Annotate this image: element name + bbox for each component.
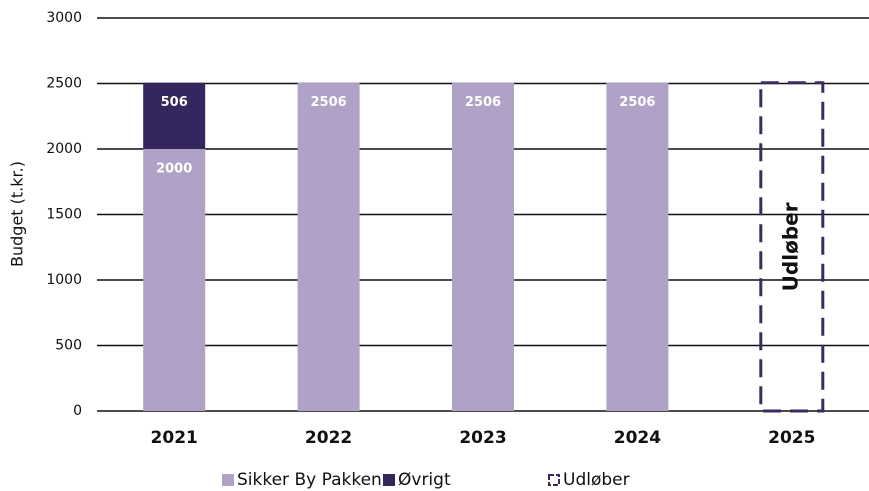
y-tick-label: 2000	[46, 141, 82, 157]
y-tick-label: 1500	[46, 207, 82, 223]
x-tick-label: 2021	[151, 428, 198, 448]
legend-label: Sikker By Pakken	[237, 470, 382, 490]
bar	[606, 82, 669, 412]
bar	[143, 149, 206, 411]
data-label: 2506	[311, 95, 347, 110]
legend-swatch	[222, 474, 234, 486]
legend-swatch	[548, 474, 560, 486]
bar	[143, 82, 206, 149]
annotation: Udløber	[778, 202, 802, 291]
y-tick-label: 500	[55, 338, 82, 354]
y-tick-label: 3000	[46, 10, 82, 26]
y-axis-label: Budget (t.kr.)	[8, 161, 27, 267]
legend-swatch	[383, 474, 395, 486]
data-label: 2506	[465, 95, 501, 110]
x-tick-label: 2023	[459, 428, 506, 448]
x-tick-label: 2025	[768, 428, 815, 448]
data-label: 2000	[156, 162, 192, 177]
legend-label: Øvrigt	[398, 470, 451, 490]
data-label: 506	[161, 95, 188, 110]
y-tick-label: 0	[73, 403, 82, 419]
x-tick-label: 2022	[305, 428, 352, 448]
legend-label: Udløber	[563, 470, 630, 490]
data-label: 2506	[619, 95, 655, 110]
y-tick-label: 1000	[46, 272, 82, 288]
bar-outline	[759, 81, 825, 413]
bar	[452, 82, 514, 412]
bar	[297, 82, 360, 412]
y-tick-label: 2500	[46, 76, 82, 92]
x-tick-label: 2024	[614, 428, 661, 448]
